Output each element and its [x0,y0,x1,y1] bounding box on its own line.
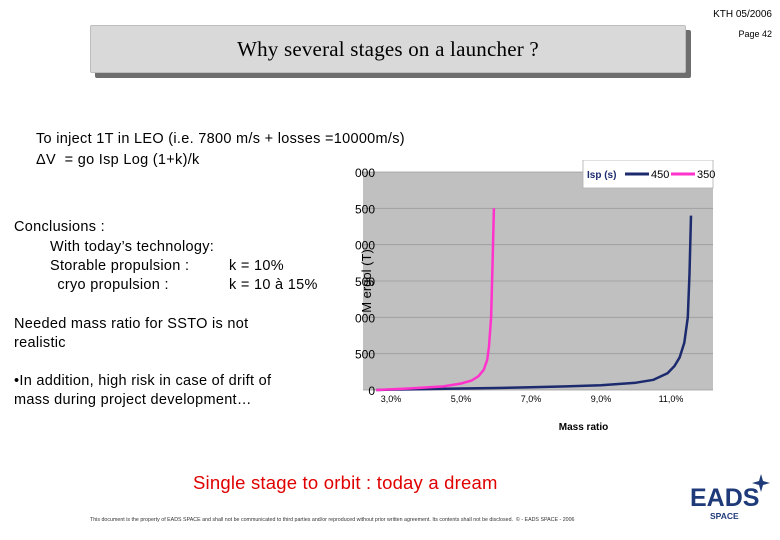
conclusions-cryo-label: cryo propulsion : [53,277,169,293]
x-tick-label: 11,0% [659,394,684,404]
risk-note: •In addition, high risk in case of drift… [14,372,271,410]
disclaimer-text: This document is the property of EADS SP… [90,517,575,523]
chart-series-group [376,208,693,392]
y-tick-label: 0 [368,384,375,398]
y-tick-label: 2500 [355,202,375,216]
eads-space-logo: EADS SPACE [690,474,770,521]
intro-line-1: To inject 1T in LEO (i.e. 7800 m/s + los… [36,131,405,147]
legend-label-350: 350 [697,169,715,181]
series-line-350 [376,208,496,392]
series-line-450 [376,215,693,392]
slide-title: Why several stages on a launcher ? [237,36,539,61]
risk-note-line-1: •In addition, high risk in case of drift… [14,373,272,389]
ssto-note-line-2: realistic [14,335,66,351]
x-tick-label: 7,0% [521,394,542,404]
conclusions-line-1: With today’s technology: [50,239,215,255]
x-axis-label: Mass ratio [559,422,608,433]
star-icon [752,474,770,492]
y-tick-label: 1000 [355,311,375,325]
ssto-dream-footer: Single stage to orbit : today a dream [193,472,498,493]
intro-line-2: ΔV = go Isp Log (1+k)/k [36,152,200,168]
conclusions-cryo-value: k = 10 à 15% [229,277,318,293]
risk-note-line-2: mass during project development… [14,392,252,408]
y-tick-label: 1500 [355,275,375,289]
conclusions-storable-label: Storable propulsion : [50,258,190,274]
ssto-note-line-1: Needed mass ratio for SSTO is not [14,316,249,332]
ssto-note: Needed mass ratio for SSTO is not realist… [14,315,248,353]
mass-ratio-chart: 0 500 1000 1500 2000 2500 3000 3,0% 5,0% 7,0% 9,0%… [355,160,715,433]
x-tick-label: 3,0% [381,394,402,404]
page-number: Page 42 [738,29,772,39]
title-box: Why several stages on a launcher ? [90,25,686,73]
y-tick-label: 3000 [355,166,375,180]
conclusions-storable-value: k = 10% [229,258,284,274]
y-tick-label: 2000 [355,239,375,253]
x-tick-label: 9,0% [591,394,612,404]
y-tick-label: 500 [355,348,375,362]
eads-logo-text: EADS [690,484,759,512]
space-logo-text: SPACE [710,511,739,521]
legend-title: Isp (s) [587,170,616,181]
y-axis-label: M ergol (T) [359,249,374,313]
conclusions-heading: Conclusions : [14,219,105,235]
header-org-date: KTH 05/2006 [713,9,772,20]
chart-legend: Isp (s) 450 350 [582,160,715,189]
chart-grid [363,171,713,391]
x-tick-label: 5,0% [451,394,472,404]
chart-axes: 0 500 1000 1500 2000 2500 3000 3,0% 5,0% 7,0% 9,0%… [355,166,683,433]
legend-label-450: 450 [651,169,669,181]
